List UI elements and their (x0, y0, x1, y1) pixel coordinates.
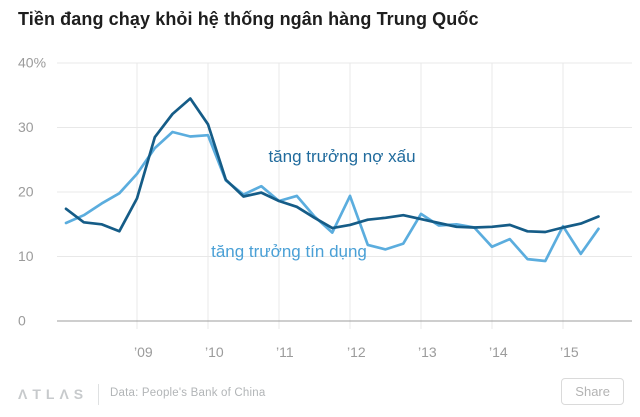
x-tick-label: ’13 (418, 344, 437, 360)
share-button[interactable]: Share (561, 378, 624, 405)
credit-label: tăng trưởng tín dụng (211, 242, 367, 261)
y-tick-label: 20 (18, 184, 34, 200)
x-tick-label: ’15 (560, 344, 579, 360)
y-tick-label: 0 (18, 313, 26, 329)
data-source-note: Data: People's Bank of China (110, 387, 266, 399)
x-tick-label: ’14 (489, 344, 508, 360)
y-tick-label: 40% (18, 55, 46, 71)
bad-debt-growth-line (64, 97, 600, 234)
y-tick-label: 30 (18, 119, 34, 135)
line-chart: ’09 ’10 ’11 ’12 ’13 ’14 ’15 40% 30 20 10 0 tăng trưở… (18, 55, 632, 360)
footer-divider (98, 384, 99, 405)
atlas-logo: ΛTLΛS (18, 386, 89, 402)
x-tick-label: ’11 (276, 344, 294, 360)
credit-growth-line (64, 130, 600, 263)
chart-title: Tiền đang chạy khỏi hệ thống ngân hàng T… (18, 9, 479, 29)
x-tick-label: ’10 (205, 344, 224, 360)
x-tick-label: ’12 (347, 344, 366, 360)
bad-debt-label: tăng trưởng nợ xấu (268, 147, 415, 166)
y-tick-label: 10 (18, 248, 34, 264)
x-tick-label: ’09 (134, 344, 153, 360)
footer-bar: ΛTLΛS Data: People's Bank of China Share (0, 371, 640, 417)
